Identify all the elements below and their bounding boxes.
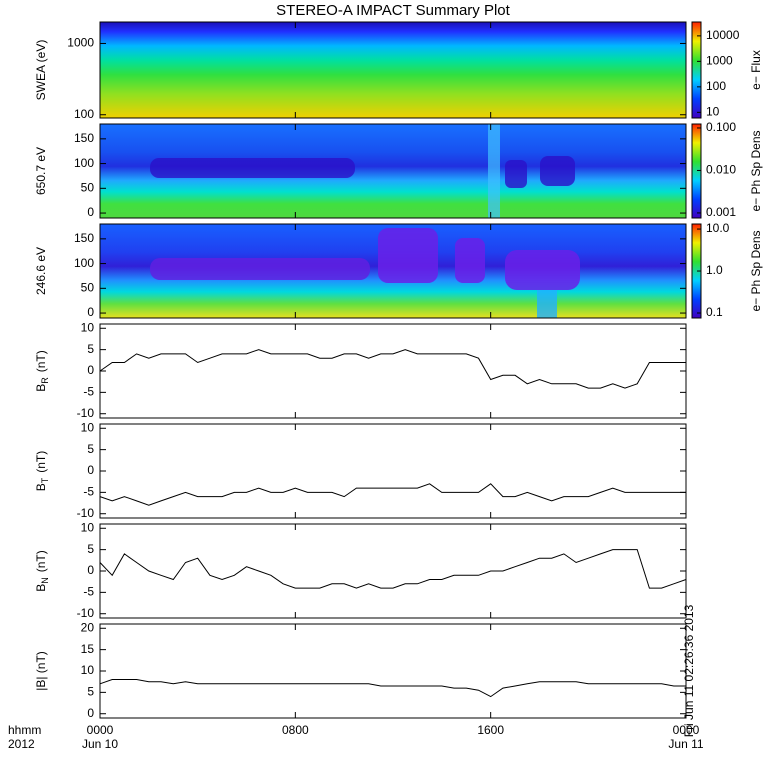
colorbar-tick-label: 0.100 [706,120,736,134]
y-tick-label: 0 [87,363,94,377]
y-tick-label: 100 [74,107,94,121]
colorbar-tick-label: 1000 [706,54,733,68]
y-axis-label: 246.6 eV [34,247,48,295]
y-label-sub: R [40,377,50,384]
low-psd-blob [455,238,485,283]
y-label-main: |B| (nT) [34,651,48,691]
spectrogram [100,22,686,118]
low-flux-band [150,158,355,178]
panel-frame [99,223,687,319]
low-psd-band [150,258,370,280]
y-tick-label: 5 [87,542,94,556]
y-tick-label: 5 [87,442,94,456]
streak [537,290,557,318]
colorbar-tick-label: 0.1 [706,305,723,319]
y-tick-label: 15 [81,642,95,656]
x-axis-label: hhmm [8,723,41,737]
colorbar-label: e− Flux [749,50,763,90]
y-tick-label: 20 [81,620,95,634]
y-axis-label: |B| (nT) [34,651,48,691]
y-label-unit: (nT) [34,550,48,572]
panel-frame [99,423,687,519]
y-tick-label: 10 [81,520,95,534]
x-tick-label: 0000 [87,723,114,737]
y-label-sub: N [40,577,50,584]
y-tick-label: 50 [81,180,95,194]
y-axis-label: 650.7 eV [34,147,48,195]
colorbar-tick-label: 0.010 [706,163,736,177]
y-axis-label: SWEA (eV) [34,40,48,101]
y-tick-label: 100 [74,156,94,170]
streak [488,124,500,218]
panel-frame [99,523,687,619]
y-label-unit: (nT) [34,350,48,372]
panel-frame [99,323,687,419]
y-tick-label: 0 [87,706,94,720]
spectrogram-features [150,124,580,318]
chart-title: STEREO-A IMPACT Summary Plot [276,2,510,19]
timestamp: Fri Jun 11 02:26:36 2013 [682,604,696,737]
y-tick-label: 150 [74,231,94,245]
data-line [99,549,687,589]
panel-frame [99,623,687,719]
y-label-sub: T [40,477,50,483]
low-psd-blob [505,250,580,290]
colorbar [691,123,702,219]
y-tick-label: -10 [77,606,95,620]
y-tick-label: 10 [81,320,95,334]
date-label: Jun 10 [82,737,118,751]
colorbar-label: e− Ph Sp Dens [749,130,763,211]
y-label-unit: (nT) [34,451,48,473]
panel-frame [99,21,687,119]
y-tick-label: 100 [74,256,94,270]
y-tick-label: -10 [77,406,95,420]
y-tick-label: -5 [83,385,94,399]
y-tick-label: 10 [81,420,95,434]
y-label-main: 650.7 eV [34,147,48,195]
date-label: Jun 11 [668,737,703,751]
y-tick-label: 1000 [67,36,94,50]
y-axis-label: BT (nT) [34,451,50,492]
x-tick-label: 0000 [673,723,700,737]
colorbar-tick-label: 10.0 [706,221,730,235]
y-label-main: B [34,483,48,491]
colorbar-tick-label: 100 [706,79,726,93]
y-label-main: SWEA (eV) [34,40,48,101]
y-label-main: 246.6 eV [34,247,48,295]
y-tick-label: 5 [87,685,94,699]
y-tick-label: 0 [87,563,94,577]
y-axis-label: BN (nT) [34,550,50,592]
colorbar [691,21,702,119]
data-line [99,483,686,506]
data-line [99,679,686,698]
y-axis-label: BR (nT) [34,350,50,392]
low-psd-blob [378,228,438,283]
y-tick-label: 50 [81,280,95,294]
year-label: 2012 [8,737,35,751]
y-tick-label: -10 [77,506,95,520]
low-flux-blob [540,156,575,186]
colorbar-tick-label: 1.0 [706,263,723,277]
y-label-main: B [34,384,48,392]
y-tick-label: 150 [74,131,94,145]
x-tick-label: 1600 [477,723,504,737]
low-flux-blob [505,160,527,188]
y-tick-label: 0 [87,205,94,219]
y-tick-label: 10 [81,663,95,677]
colorbar-tick-label: 0.001 [706,205,736,219]
y-tick-label: 0 [87,463,94,477]
colorbar-tick-label: 10000 [706,28,740,42]
colorbar-tick-label: 10 [706,105,720,119]
x-tick-label: 0800 [282,723,309,737]
y-tick-label: 5 [87,342,94,356]
panel-frame [99,123,687,219]
y-label-main: B [34,584,48,592]
y-tick-label: 0 [87,305,94,319]
y-tick-label: -5 [83,585,94,599]
data-line [99,349,686,389]
y-tick-label: -5 [83,485,94,499]
colorbar-label: e− Ph Sp Dens [749,230,763,311]
